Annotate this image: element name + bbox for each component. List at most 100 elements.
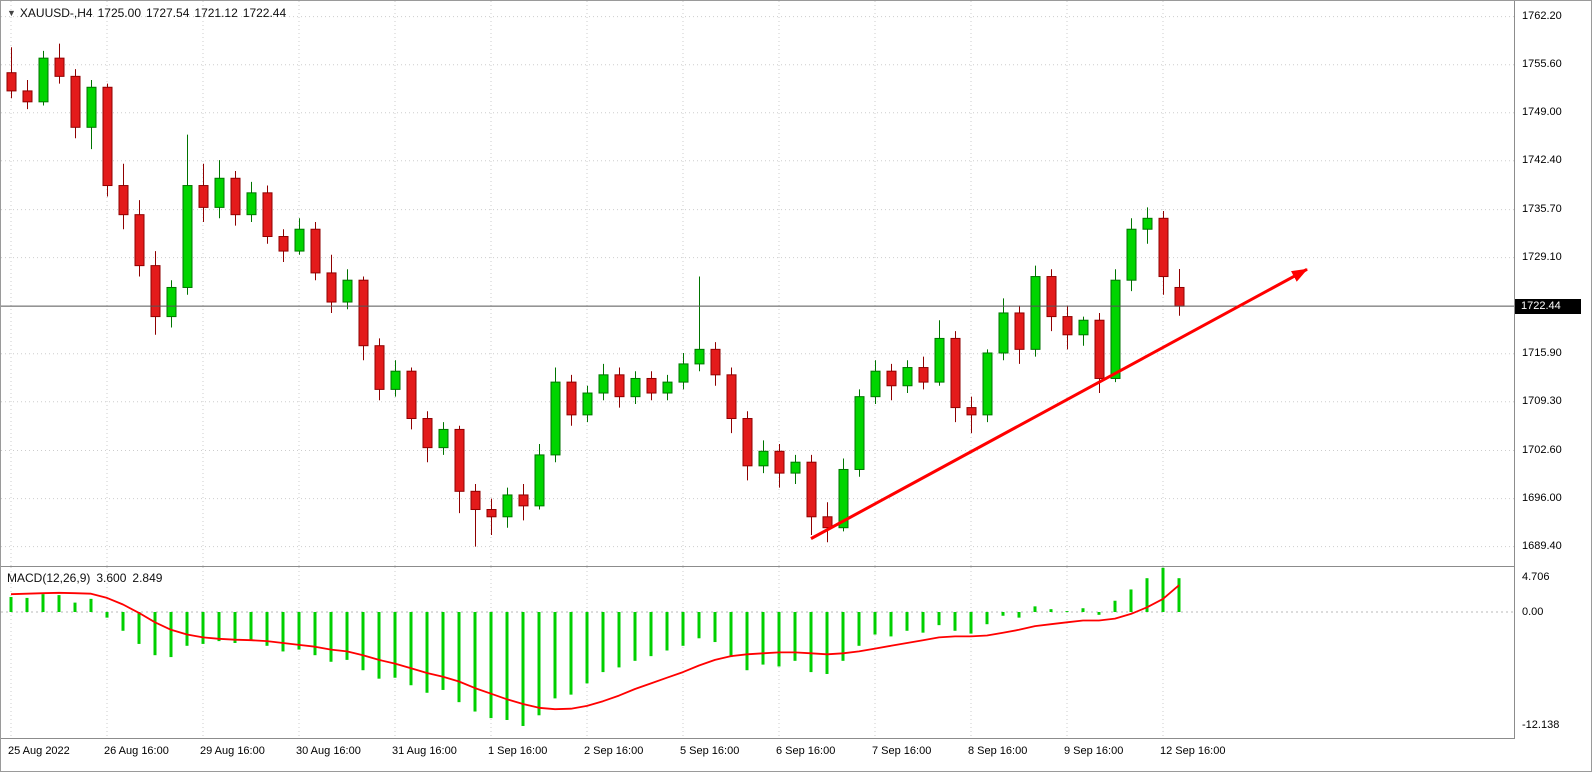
candle-body (758, 450, 769, 467)
macd-histogram-bar (25, 597, 29, 612)
time-axis-label: 29 Aug 16:00 (200, 745, 265, 757)
candle-body (950, 337, 961, 409)
price-axis-label: 1729.10 (1522, 251, 1562, 264)
candle-body (454, 428, 465, 492)
macd-histogram-bar (393, 612, 397, 678)
candle-body (518, 494, 529, 507)
time-axis-label: 6 Sep 16:00 (776, 745, 836, 757)
price-axis-label: 1702.60 (1522, 444, 1562, 457)
price-axis-label: 1715.90 (1522, 347, 1562, 360)
candle-body (694, 348, 705, 365)
candle-body (598, 374, 609, 394)
candle-body (134, 214, 145, 267)
price-chart[interactable] (1, 1, 1514, 567)
candle-body (966, 407, 977, 416)
symbol-period-label: XAUUSD-,H4 (19, 6, 93, 20)
macd-main-value: 3.600 (96, 571, 127, 585)
macd-histogram-bar (1145, 578, 1149, 612)
time-axis-label: 2 Sep 16:00 (584, 745, 644, 757)
time-axis-label: 12 Sep 16:00 (1160, 745, 1226, 757)
macd-histogram-bar (457, 612, 461, 703)
macd-histogram-bar (137, 612, 141, 644)
macd-histogram-bar (345, 612, 349, 660)
macd-histogram-bar (569, 612, 573, 695)
macd-histogram-bar (41, 594, 45, 612)
macd-histogram-bar (185, 612, 189, 646)
chart-menu-arrow-icon[interactable]: ▼ (7, 8, 16, 18)
time-axis-label: 9 Sep 16:00 (1064, 745, 1124, 757)
macd-histogram-bar (665, 612, 669, 651)
candle-body (934, 337, 945, 383)
price-axis-label: 1742.40 (1522, 154, 1562, 167)
candle-body (998, 312, 1009, 354)
candle-body (310, 228, 321, 274)
macd-histogram-bar (697, 612, 701, 639)
macd-histogram-bar (921, 612, 925, 633)
candle-body (710, 348, 721, 376)
macd-histogram-bar (937, 612, 941, 626)
candle-body (150, 265, 161, 318)
macd-histogram-bar (617, 612, 621, 668)
macd-histogram-bar (489, 612, 493, 719)
macd-histogram-bar (89, 598, 93, 612)
candle-body (358, 279, 369, 347)
macd-histogram-bar (857, 612, 861, 646)
candle-body (390, 370, 401, 390)
time-axis-label: 8 Sep 16:00 (968, 745, 1028, 757)
macd-histogram-bar (281, 612, 285, 652)
macd-histogram-bar (777, 612, 781, 667)
macd-histogram-bar (361, 612, 365, 671)
high-value: 1727.54 (146, 6, 190, 20)
macd-histogram-bar (105, 612, 109, 618)
macd-histogram-bar (601, 612, 605, 673)
candle-body (214, 177, 225, 208)
price-axis-label: 1696.00 (1522, 492, 1562, 505)
candle-body (646, 377, 657, 394)
macd-axis-label: 4.706 (1522, 571, 1550, 583)
macd-histogram-bar (425, 612, 429, 693)
candle-body (806, 461, 817, 518)
macd-signal-value: 2.849 (132, 571, 163, 585)
close-value: 1722.44 (242, 6, 287, 20)
candle-body (166, 286, 177, 318)
macd-histogram-bar (121, 612, 125, 631)
macd-indicator-label: MACD(12,26,9) 3.600 2.849 (7, 571, 162, 585)
candle-body (630, 377, 641, 398)
low-value: 1721.12 (194, 6, 238, 20)
price-axis-label: 1755.60 (1522, 58, 1562, 71)
candle-body (342, 279, 353, 303)
macd-histogram-bar (537, 612, 541, 716)
price-panel[interactable]: ▼ XAUUSD-,H4 1725.00 1727.54 1721.12 1722.44 (1, 1, 1514, 567)
macd-histogram-bar (1161, 567, 1165, 612)
candle-body (1046, 276, 1057, 318)
macd-chart[interactable] (1, 567, 1514, 739)
macd-histogram-bar (1065, 611, 1069, 613)
candle-body (6, 72, 17, 92)
time-axis[interactable]: 25 Aug 2022 26 Aug 16:00 29 Aug 16:00 30 Au… (1, 739, 1591, 771)
macd-histogram-bar (9, 596, 13, 612)
candle-body (438, 428, 449, 449)
macd-histogram-bar (153, 612, 157, 656)
macd-histogram-bar (505, 612, 509, 720)
candle-body (1062, 316, 1073, 336)
candle-body (854, 396, 865, 470)
candle-body (246, 192, 257, 216)
candle-body (1126, 228, 1137, 281)
price-axis[interactable]: 1722.44 1762.20 1755.60 1749.00 1742.40 1735… (1514, 1, 1591, 739)
candle-body (838, 468, 849, 529)
time-axis-label: 31 Aug 16:00 (392, 745, 457, 757)
macd-histogram-bar (441, 612, 445, 690)
candle-body (470, 490, 481, 511)
macd-histogram-bar (1177, 578, 1181, 612)
macd-panel[interactable]: MACD(12,26,9) 3.600 2.849 (1, 567, 1514, 739)
macd-histogram-bar (1081, 608, 1085, 612)
candle-body (54, 57, 65, 77)
candle-body (822, 516, 833, 529)
time-axis-label: 7 Sep 16:00 (872, 745, 932, 757)
macd-histogram-bar (745, 612, 749, 671)
ohlc-info: ▼ XAUUSD-,H4 1725.00 1727.54 1721.12 1722.44 (7, 6, 286, 20)
macd-histogram-bar (905, 612, 909, 631)
trend-arrow[interactable] (810, 267, 1308, 540)
macd-histogram-bar (521, 612, 525, 726)
